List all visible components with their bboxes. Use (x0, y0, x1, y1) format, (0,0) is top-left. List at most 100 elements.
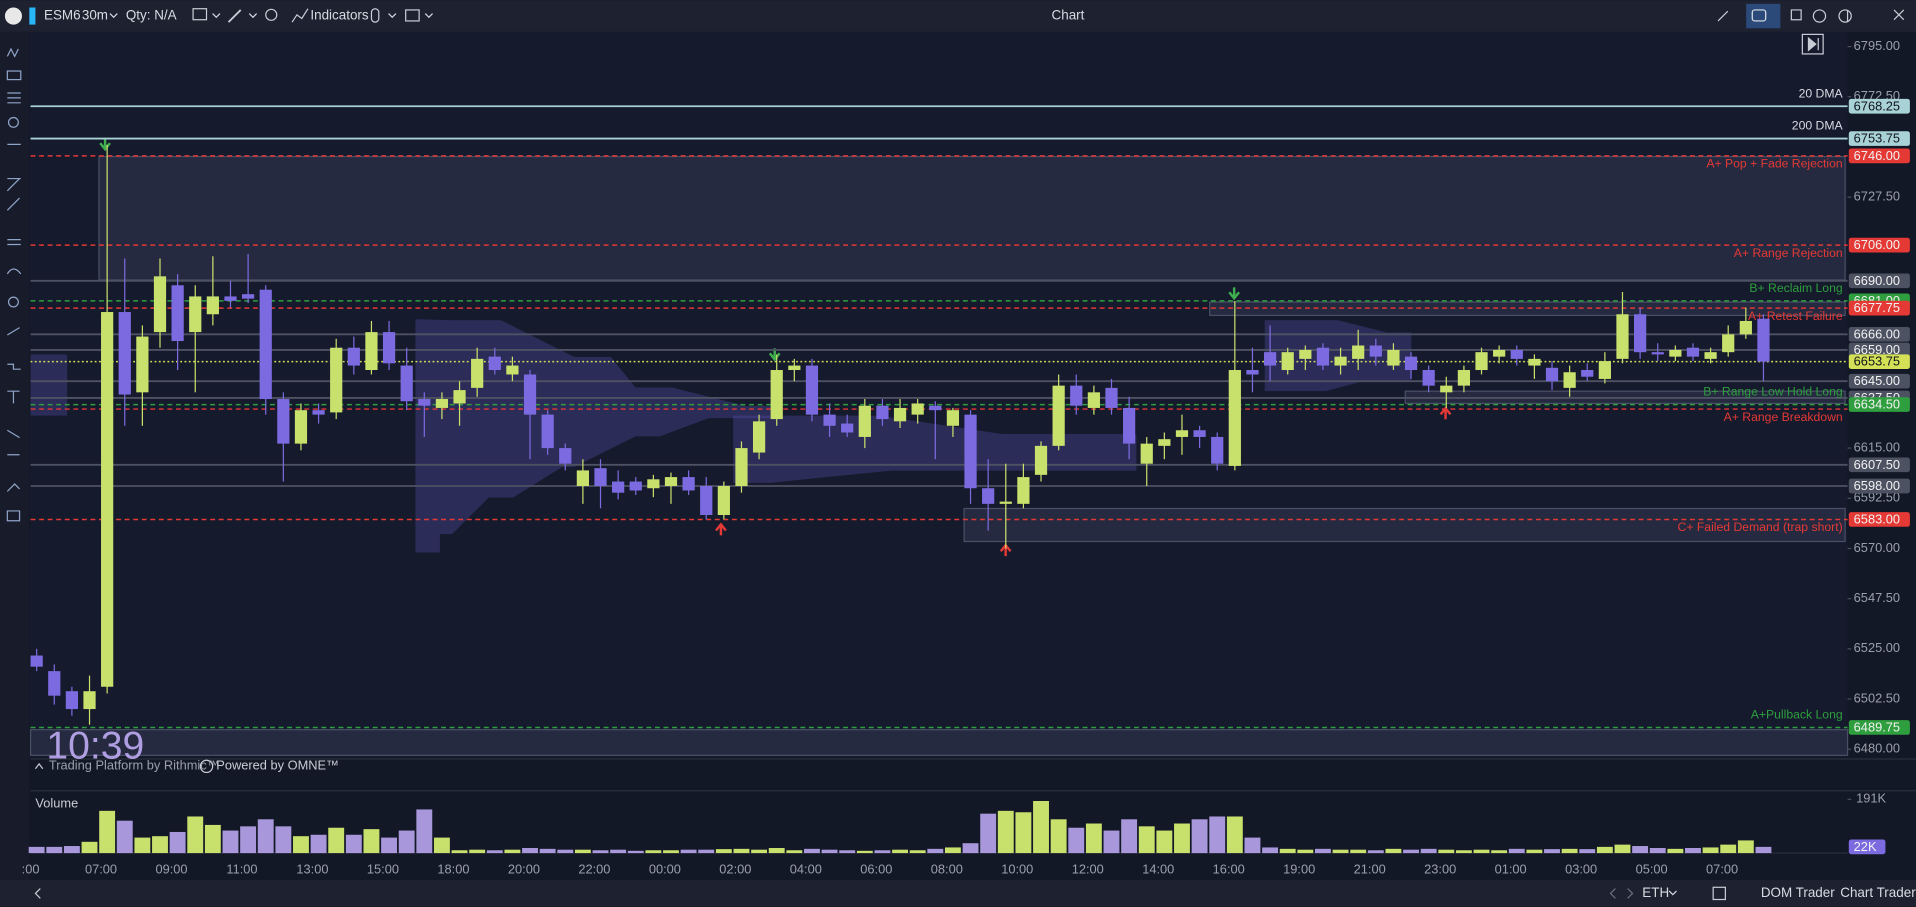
dropdown-caret[interactable] (424, 13, 433, 19)
level-name: A+ Pop + Fade Rejection (1706, 157, 1842, 171)
help-icon[interactable] (1812, 9, 1827, 23)
level-name: A+ Range Breakdown (1724, 410, 1843, 424)
dom-trader[interactable]: DOM Trader (1761, 885, 1835, 900)
interval[interactable]: 30m (82, 8, 108, 23)
volume-bar (997, 810, 1014, 854)
candle-body (559, 448, 572, 464)
volume-bar (451, 850, 468, 854)
candle-body (1440, 385, 1453, 393)
dropdown-caret[interactable] (212, 13, 221, 19)
volume-bar (856, 850, 873, 854)
zoom-icon[interactable] (265, 8, 278, 21)
calendar-icon[interactable] (1712, 886, 1726, 901)
volume-bar (804, 848, 820, 854)
x-tick-label: 23:00 (1424, 862, 1456, 877)
volume-bar (222, 830, 239, 854)
candle-body (1651, 352, 1664, 355)
scroll-left[interactable] (34, 888, 41, 899)
candle-body (929, 405, 942, 411)
dropdown-caret[interactable] (388, 13, 397, 19)
bottom-bar (0, 879, 1916, 907)
settings-icon[interactable] (1838, 9, 1852, 23)
level-name: A+ Range Rejection (1734, 246, 1843, 260)
candle-body (1634, 314, 1647, 353)
candle-body (1369, 345, 1382, 357)
volume-bar (1755, 846, 1772, 854)
volume-bar (645, 850, 662, 854)
dropdown-caret[interactable] (109, 13, 118, 19)
y-tick-label: 6727.50 (1854, 189, 1900, 204)
dropdown-caret[interactable] (248, 13, 258, 19)
level-name: C+ Failed Demand (trap short) (1678, 520, 1843, 534)
tool-icon[interactable] (192, 8, 208, 21)
volume-bar (204, 824, 221, 854)
volume-bar (1226, 816, 1243, 854)
price-badge (1848, 354, 1910, 369)
volume-bar (293, 836, 309, 854)
volume-bar (610, 849, 627, 854)
candle-body (1263, 352, 1277, 366)
y-tick-label: 6615.00 (1854, 439, 1900, 454)
volume-bar (134, 837, 151, 854)
indicators-icon[interactable] (291, 8, 309, 23)
candle-body (259, 289, 272, 400)
candle-body (118, 312, 131, 395)
left-toolbar (0, 31, 30, 880)
symbol[interactable]: ESM6 (44, 8, 81, 23)
scroll-to-end[interactable] (1801, 33, 1824, 55)
window-controls[interactable] (1717, 9, 1905, 23)
clock: 10:39 (46, 724, 144, 767)
scroll-buttons[interactable] (1609, 888, 1634, 899)
price-axis (1847, 31, 1916, 880)
volume-bar (1455, 850, 1472, 854)
candle-body (523, 374, 537, 415)
price-badge (1848, 98, 1910, 114)
scroll-to-end-icon[interactable] (1807, 36, 1819, 52)
tool-icon[interactable] (370, 8, 380, 23)
candle-body (770, 370, 783, 420)
volume-bar (1156, 830, 1173, 854)
candle-body (805, 365, 819, 415)
volume-bar (187, 816, 204, 854)
price-badge-label: 6677.75 (1854, 300, 1900, 315)
candle-body (647, 479, 660, 489)
volume-bar (1350, 849, 1367, 854)
draw-icon[interactable] (227, 9, 242, 23)
candle-body (1105, 387, 1118, 408)
volume-bar (592, 850, 609, 854)
volume-bar (821, 849, 838, 854)
volume-bar (1702, 847, 1719, 854)
layout-icon[interactable] (405, 9, 420, 22)
top-bar (0, 0, 1916, 32)
camera-icon[interactable] (1751, 9, 1767, 22)
volume-bar (1209, 816, 1226, 854)
x-tick-label: 01:00 (1495, 862, 1527, 877)
volume-bar (680, 849, 697, 854)
chart-trader[interactable]: Chart Trader (1840, 885, 1916, 900)
drawing-tools[interactable] (6, 47, 22, 522)
volume-bar (786, 850, 803, 854)
x-tick-label: 13:00 (296, 862, 328, 877)
candle-body (1545, 367, 1559, 382)
volume-bar (1579, 849, 1596, 854)
dropdown-caret[interactable] (1668, 890, 1677, 896)
candle-body (1686, 347, 1700, 357)
x-tick-label: 08:00 (931, 862, 963, 877)
volume-bar (416, 809, 433, 854)
volume-bar (1596, 846, 1613, 854)
volume-bar (363, 829, 380, 854)
volume-bar (257, 819, 274, 854)
app-logo[interactable] (4, 7, 22, 25)
session[interactable]: ETH (1642, 885, 1669, 900)
x-tick-label: 18:00 (437, 862, 469, 877)
candle-body (1739, 320, 1752, 335)
camera-button[interactable] (1746, 3, 1781, 29)
candle-body (294, 410, 308, 444)
indicators[interactable]: Indicators (310, 8, 369, 23)
price-badge (1848, 148, 1910, 164)
volume-bar (99, 810, 116, 854)
quantity[interactable]: Qty: N/A (126, 8, 177, 23)
candle-body (101, 312, 114, 687)
price-badge-label: 6653.75 (1854, 354, 1900, 369)
